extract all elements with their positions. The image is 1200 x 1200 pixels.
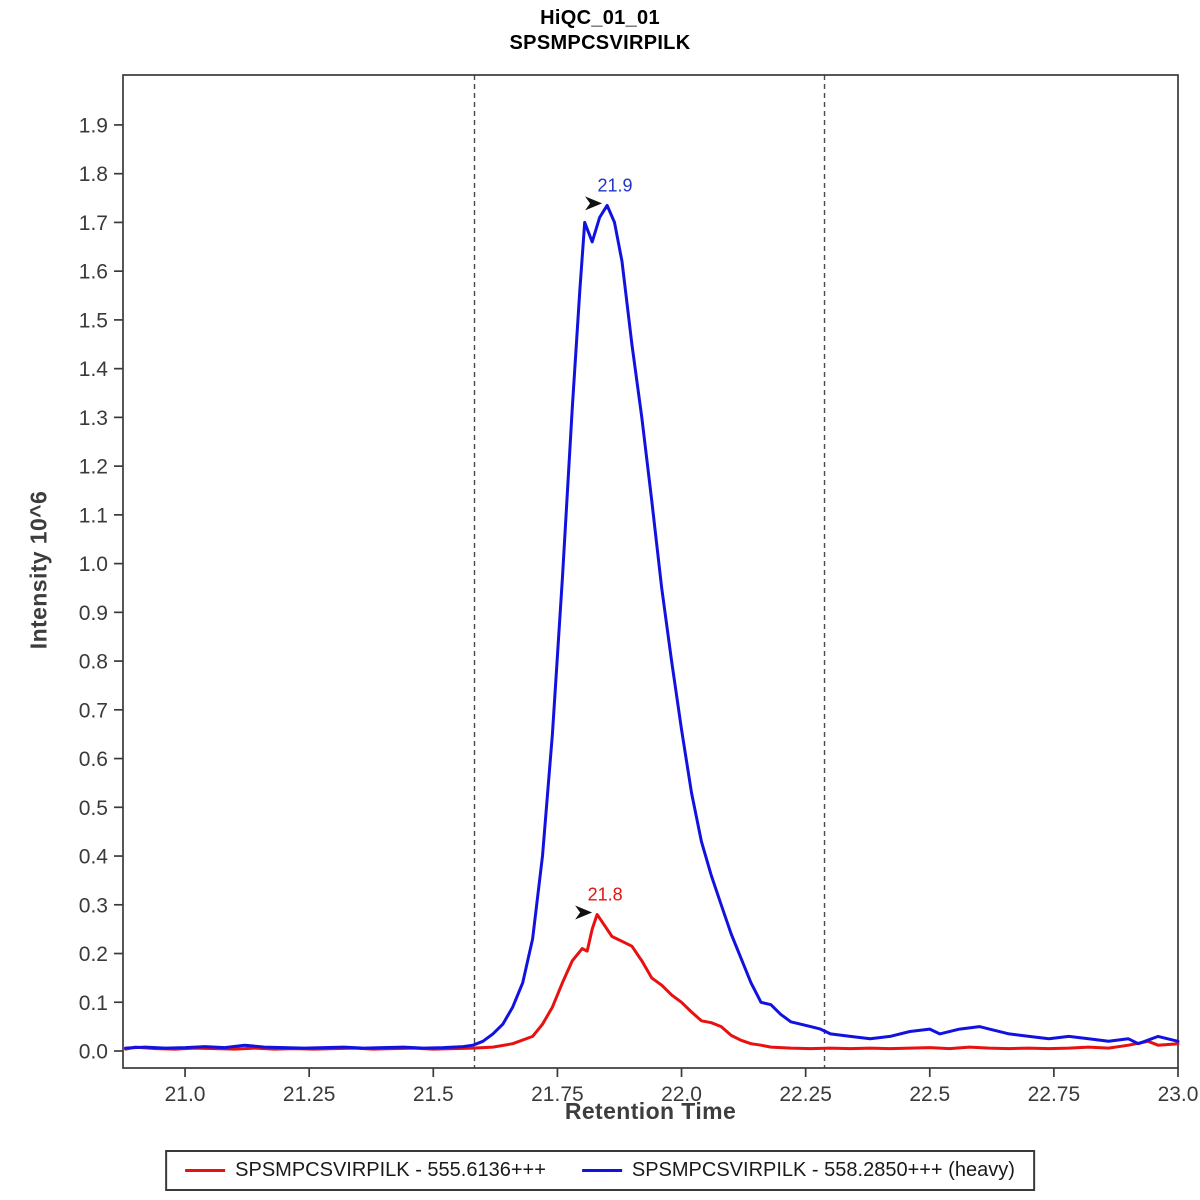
- x-tick-label: 22.25: [779, 1083, 832, 1106]
- legend-label-light: SPSMPCSVIRPILK - 555.6136+++: [235, 1159, 546, 1181]
- legend-line-light-icon: [185, 1169, 226, 1172]
- chart-title-line1: HiQC_01_01: [540, 7, 660, 29]
- y-tick-label: 1.6: [79, 261, 108, 284]
- series-line-light: [124, 913, 1180, 1051]
- plot-frame: [122, 74, 1179, 1069]
- legend-item-heavy: SPSMPCSVIRPILK - 558.2850+++ (heavy): [581, 1159, 1015, 1182]
- y-tick-label: 0.6: [79, 748, 108, 771]
- peak-rt-annotation: 21.9: [598, 175, 633, 195]
- y-tick-label: 0.5: [79, 797, 108, 820]
- y-tick-label: 0.8: [79, 651, 108, 674]
- y-tick-label: 0.1: [79, 992, 108, 1015]
- y-tick-label: 0.7: [79, 699, 108, 722]
- x-tick-label: 22.5: [909, 1083, 950, 1106]
- y-axis-label: Intensity 10^6: [25, 490, 52, 650]
- y-tick-label: 0.0: [79, 1041, 108, 1064]
- legend: SPSMPCSVIRPILK - 555.6136+++ SPSMPCSVIRP…: [165, 1150, 1035, 1191]
- y-tick-label: 1.8: [79, 163, 108, 186]
- legend-item-light: SPSMPCSVIRPILK - 555.6136+++: [185, 1159, 546, 1182]
- x-tick-label: 22.75: [1028, 1083, 1081, 1106]
- legend-label-heavy: SPSMPCSVIRPILK - 558.2850+++ (heavy): [631, 1159, 1015, 1181]
- y-tick-label: 1.0: [79, 553, 108, 576]
- peak-arrow-icon: [575, 905, 593, 920]
- x-tick-label: 22.0: [661, 1083, 702, 1106]
- x-tick-label: 23.0: [1158, 1083, 1199, 1106]
- y-tick-label: 1.5: [79, 309, 108, 332]
- peak-rt-annotation: 21.8: [588, 885, 623, 905]
- y-tick-label: 1.2: [79, 456, 108, 479]
- x-tick-label: 21.0: [165, 1083, 206, 1106]
- y-tick-label: 0.9: [79, 602, 108, 625]
- y-tick-label: 0.2: [79, 943, 108, 966]
- chart-title-line2: SPSMPCSVIRPILK: [509, 32, 691, 54]
- y-tick-label: 1.4: [79, 358, 109, 381]
- y-tick-label: 1.9: [79, 114, 108, 137]
- series-line-heavy: [124, 203, 1180, 1050]
- chart-title: HiQC_01_01 SPSMPCSVIRPILK: [0, 6, 1200, 56]
- legend-line-heavy-icon: [581, 1169, 622, 1172]
- y-tick-label: 0.3: [79, 894, 108, 917]
- peak-arrow-icon: [585, 196, 603, 211]
- x-tick-label: 21.5: [413, 1083, 454, 1106]
- y-tick-label: 0.4: [79, 846, 109, 869]
- x-axis-label: Retention Time: [564, 1098, 737, 1124]
- y-tick-label: 1.1: [79, 504, 108, 527]
- y-tick-label: 1.3: [79, 407, 108, 430]
- y-tick-label: 1.7: [79, 212, 108, 235]
- x-tick-label: 21.75: [531, 1083, 584, 1106]
- x-tick-label: 21.25: [283, 1083, 336, 1106]
